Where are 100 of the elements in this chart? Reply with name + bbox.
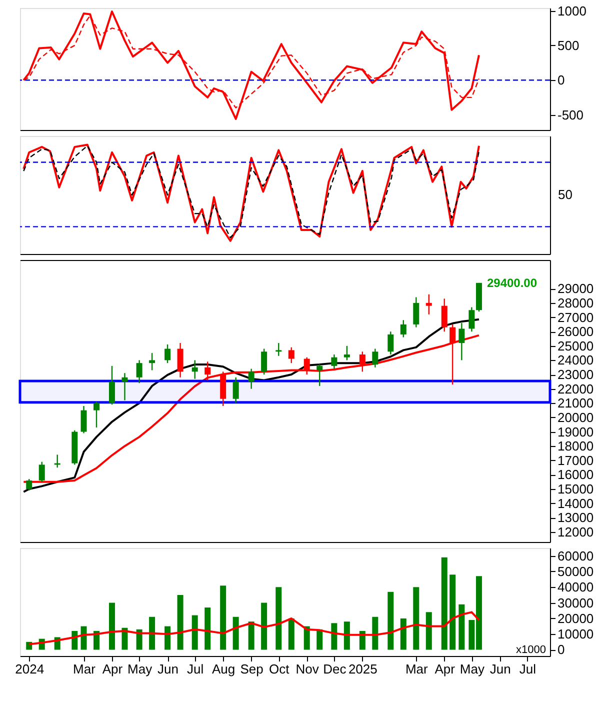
y-tick-label: 20000	[558, 410, 594, 425]
candlestick	[204, 361, 211, 381]
y-tick-label: 0	[558, 72, 565, 88]
bar	[288, 618, 294, 650]
y-tick-label: 12000	[558, 524, 594, 540]
bar	[177, 594, 184, 650]
candlestick	[261, 348, 268, 376]
text: 50	[558, 187, 572, 202]
bar	[426, 612, 432, 650]
y-tick-label: 14000	[558, 496, 594, 511]
y-tick-label: 10000	[558, 626, 594, 642]
x-tick-label: Jun	[158, 662, 179, 676]
y-tick-label: 20000	[558, 610, 594, 626]
bar	[261, 602, 268, 650]
x-tick-label: Mar	[405, 662, 428, 676]
candlestick	[458, 322, 465, 361]
y-tick-label: 22000	[558, 381, 594, 396]
candlestick	[26, 478, 32, 492]
x-tick-label: Dec	[323, 662, 347, 676]
candlestick	[331, 354, 338, 370]
candlestick	[288, 346, 294, 364]
x-tick-label: May	[460, 662, 485, 676]
candlestick	[38, 461, 45, 482]
candlestick	[441, 298, 448, 332]
y-tick-label: 28000	[558, 295, 594, 310]
bar	[413, 587, 420, 650]
candlestick	[177, 342, 184, 378]
x-tick-label: Apr	[102, 662, 124, 676]
bar	[372, 616, 378, 650]
annotation: 29400.00	[486, 276, 538, 290]
y-tick-label: 19000	[558, 424, 594, 440]
y-tick-label: 27000	[558, 310, 594, 325]
candlestick	[276, 342, 282, 357]
y-tick-label: 17000	[558, 452, 594, 468]
bar	[149, 616, 156, 650]
x-tick-label: 2025	[348, 662, 378, 676]
bar	[331, 623, 338, 650]
y-tick-label: 24000	[558, 352, 594, 368]
y-tick-label: 30000	[558, 595, 594, 610]
x-tick-label: Nov	[296, 662, 320, 676]
x-tick-label: Jul	[519, 662, 536, 676]
candlestick	[248, 368, 254, 390]
line-series	[28, 611, 480, 646]
y-tick-label: 60000	[558, 548, 594, 564]
bar	[450, 574, 456, 650]
annotation: x1000	[516, 644, 546, 656]
candlestick	[388, 330, 394, 356]
bar	[400, 618, 406, 650]
y-tick-label: 50000	[558, 564, 594, 579]
y-tick-label: -500	[558, 107, 584, 122]
y-tick-label: 18000	[558, 438, 594, 454]
x-tick-label: 2024	[15, 662, 44, 676]
x-tick-label: Sep	[240, 662, 264, 676]
candlestick	[426, 294, 432, 315]
bar	[204, 607, 211, 650]
y-tick-label: 13000	[558, 510, 594, 526]
bar	[344, 622, 350, 650]
candlestick	[164, 344, 171, 364]
candlestick	[359, 351, 366, 372]
y-tick-label: 40000	[558, 580, 594, 595]
candlestick	[468, 306, 475, 332]
candlestick	[400, 320, 406, 338]
bar	[388, 592, 394, 650]
y-tick-label: 0	[558, 642, 565, 658]
candlestick	[122, 372, 128, 401]
y-tick-label: 1000	[558, 3, 586, 18]
x-tick-label: Jul	[187, 662, 204, 676]
y-tick-label: 29000	[558, 281, 594, 296]
x-tick-label: Jun	[490, 662, 511, 676]
candlestick	[80, 405, 87, 434]
bar	[192, 615, 198, 650]
bar	[276, 587, 282, 650]
x-tick-label: Mar	[73, 662, 96, 676]
candlestick	[344, 345, 350, 361]
y-tick-label: 21000	[558, 396, 594, 411]
x-tick-label: Oct	[269, 662, 290, 676]
y-tick-label: 25000	[558, 338, 594, 354]
y-tick-label: 23000	[558, 367, 594, 382]
candlestick	[192, 360, 198, 380]
bar	[108, 602, 115, 650]
candlestick	[93, 401, 100, 428]
candlestick	[372, 348, 378, 368]
candlestick	[304, 356, 310, 376]
bar	[316, 629, 323, 650]
candlestick	[232, 376, 239, 404]
candlestick	[136, 360, 142, 384]
candlestick	[108, 365, 115, 406]
x-tick-label: Aug	[212, 662, 236, 676]
bar	[458, 604, 465, 650]
candlestick	[149, 352, 156, 371]
bar	[248, 622, 254, 650]
x-tick-label: Apr	[434, 662, 456, 676]
y-tick-label: 26000	[558, 324, 594, 340]
candlestick	[413, 296, 420, 328]
bar	[441, 557, 448, 650]
y-tick-label: 15000	[558, 482, 594, 497]
candlestick	[316, 364, 323, 387]
y-tick-label: 500	[558, 38, 580, 53]
x-tick-label: May	[128, 662, 153, 676]
y-tick-label: 16000	[558, 467, 594, 482]
